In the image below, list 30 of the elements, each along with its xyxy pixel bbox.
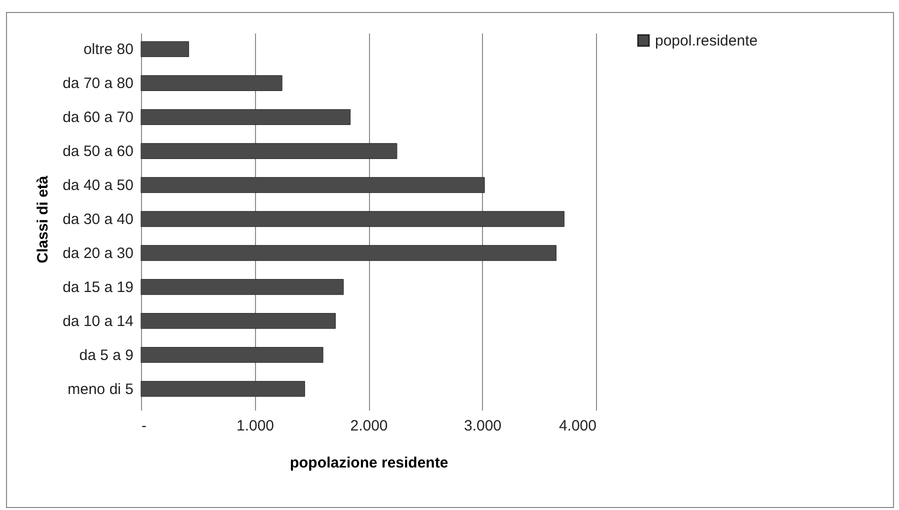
x-tick-label: 3.000: [464, 418, 502, 434]
y-tick-label: da 15 a 19: [62, 278, 134, 296]
bar: [140, 109, 351, 125]
bar: [140, 75, 282, 92]
y-tick-label: da 5 a 9: [79, 346, 134, 364]
y-tick-label: da 50 a 60: [62, 143, 134, 160]
bar: [140, 211, 564, 227]
y-tick-label: da 20 a 30: [62, 244, 134, 262]
x-tick-label: 4.000: [558, 418, 596, 434]
y-tick-label: da 70 a 80: [62, 75, 134, 92]
bar: [140, 177, 485, 193]
y-axis-title: Classi di età: [34, 175, 52, 264]
y-tick-label: da 40 a 50: [62, 177, 134, 194]
legend-label: popol.residente: [655, 32, 758, 50]
x-tick-label: 1.000: [236, 418, 274, 434]
x-tick-label: -: [142, 418, 146, 434]
bar: [140, 313, 336, 329]
bar: [140, 245, 556, 261]
bar: [140, 143, 398, 159]
x-axis-title: popolazione residente: [290, 454, 448, 472]
bar: [140, 346, 324, 363]
bar: [140, 380, 306, 397]
bar: [140, 41, 190, 58]
y-tick-label: meno di 5: [68, 380, 134, 398]
y-tick-label: da 60 a 70: [62, 109, 134, 126]
y-tick-label: da 10 a 14: [62, 312, 134, 330]
y-tick-label: oltre 80: [83, 41, 134, 58]
bar: [140, 279, 344, 295]
x-tick-label: 2.000: [350, 418, 388, 434]
y-tick-label: da 30 a 40: [62, 211, 134, 228]
